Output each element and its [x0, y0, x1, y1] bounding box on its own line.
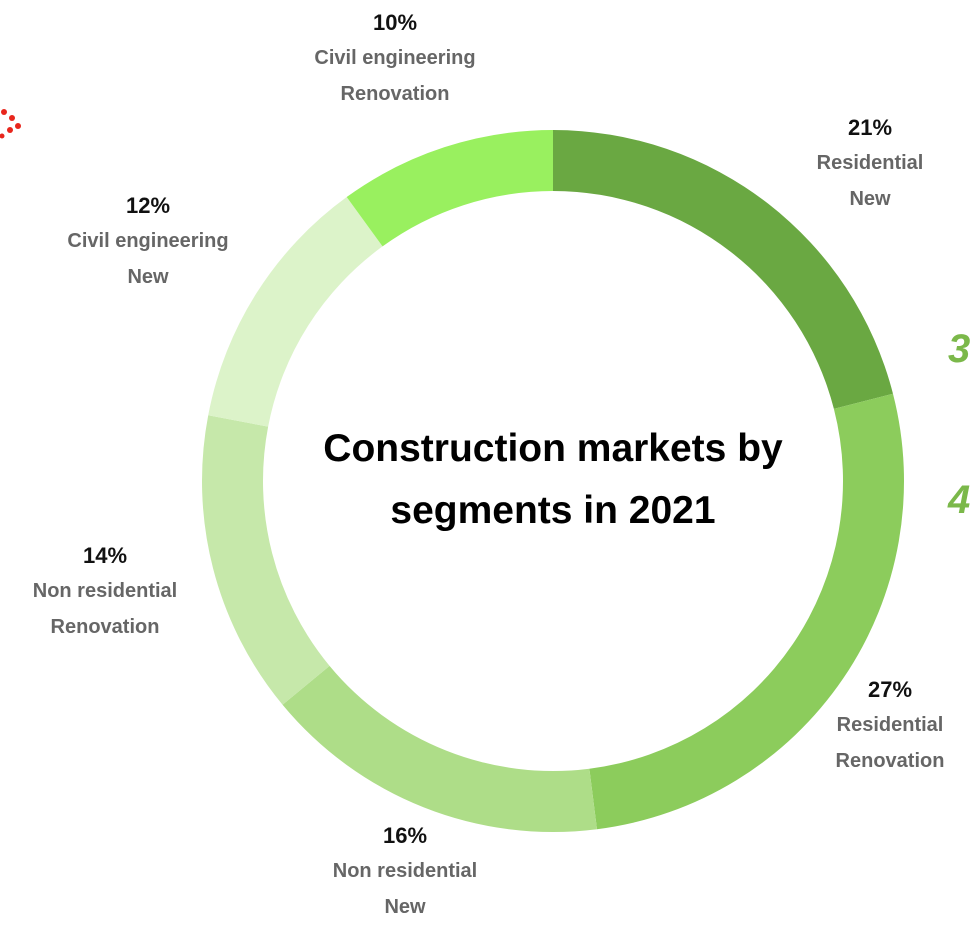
segment-label: New: [384, 896, 426, 918]
value-label: 10%: [373, 10, 417, 35]
donut-segment: [553, 130, 893, 409]
value-label: 21%: [848, 115, 892, 140]
value-label: 12%: [126, 193, 170, 218]
segment-label: Residential: [837, 714, 944, 736]
donut-segment: [208, 197, 383, 427]
donut-segment: [589, 393, 904, 830]
segment-label: New: [849, 188, 891, 210]
value-label: 16%: [383, 823, 427, 848]
segment-label: Non residential: [33, 580, 177, 602]
decoration: [0, 109, 21, 139]
value-label: 27%: [868, 677, 912, 702]
value-label: 14%: [83, 543, 127, 568]
donut-segment: [202, 415, 330, 705]
donut-segment: [282, 665, 597, 832]
annotation: 4: [947, 478, 970, 522]
donut-segment: [346, 130, 553, 247]
segment-label: Renovation: [341, 83, 450, 105]
annotation: 3: [948, 327, 970, 371]
segment-label: Civil engineering: [314, 47, 475, 69]
segment-label: Renovation: [51, 616, 160, 638]
segment-label: Renovation: [836, 750, 945, 772]
segment-label: Civil engineering: [67, 230, 228, 252]
chart-title: Construction markets by segments in 2021: [323, 427, 783, 532]
segment-label: Residential: [817, 152, 924, 174]
segment-label: Non residential: [333, 860, 477, 882]
segment-label: New: [127, 266, 169, 288]
